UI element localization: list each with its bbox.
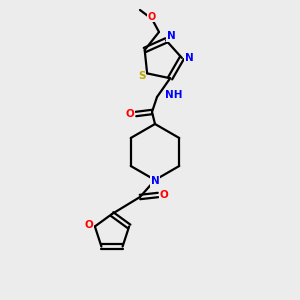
Text: O: O bbox=[126, 109, 134, 119]
Text: O: O bbox=[85, 220, 93, 230]
Text: N: N bbox=[151, 176, 159, 186]
Text: O: O bbox=[148, 12, 156, 22]
Text: S: S bbox=[138, 71, 146, 81]
Text: N: N bbox=[184, 53, 193, 63]
Text: N: N bbox=[167, 32, 176, 41]
Text: O: O bbox=[160, 190, 168, 200]
Text: NH: NH bbox=[165, 90, 182, 100]
